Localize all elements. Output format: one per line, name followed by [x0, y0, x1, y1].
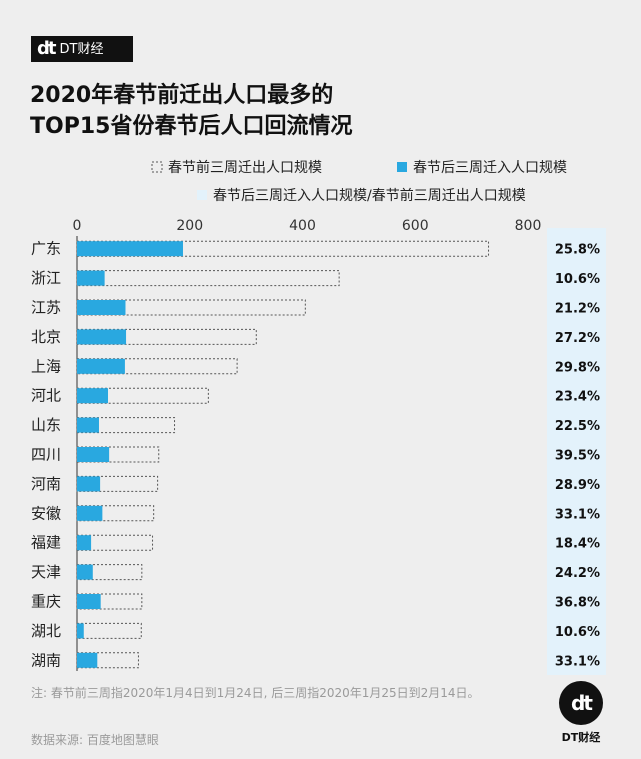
brand-badge-name: DT财经 — [561, 731, 601, 744]
bar-before — [76, 358, 238, 375]
legend-label-ratio: 春节后三周迁入人口规模/春节前三周迁出人口规模 — [213, 187, 526, 204]
chart-title: 2020年春节前迁出人口最多的 TOP15省份春节后人口回流情况 — [30, 80, 352, 142]
ratio-label: 33.1% — [555, 654, 600, 669]
footnote: 注: 春节前三周指2020年1月4日到1月24日, 后三周指2020年1月25日… — [31, 686, 480, 700]
bar-after — [77, 623, 84, 639]
ratio-label: 10.6% — [555, 625, 600, 640]
bar-after — [77, 329, 127, 345]
category-label: 江苏 — [31, 299, 61, 317]
category-label: 浙江 — [31, 269, 61, 287]
bar-after — [77, 358, 125, 374]
ratio-label: 22.5% — [555, 419, 600, 434]
x-tick-label: 200 — [176, 218, 203, 234]
category-label: 天津 — [31, 563, 61, 581]
bar-after — [77, 564, 93, 580]
bar-after — [77, 417, 99, 433]
bar-after — [77, 505, 103, 521]
category-label: 河北 — [31, 387, 61, 405]
bar-after — [77, 447, 110, 462]
ratio-label: 27.2% — [555, 331, 600, 346]
ratio-label: 10.6% — [555, 272, 600, 287]
ratio-label: 33.1% — [555, 507, 600, 522]
category-label: 河南 — [31, 475, 61, 493]
category-label: 湖南 — [31, 651, 61, 669]
legend-label-before: 春节前三周迁出人口规模 — [168, 159, 322, 176]
bar-after — [77, 535, 92, 551]
bar-before — [76, 299, 306, 316]
data-source: 数据来源: 百度地图慧眼 — [31, 733, 159, 747]
bar-after — [77, 270, 105, 286]
ratio-column-bg — [547, 228, 606, 675]
legend-swatch-after — [397, 162, 407, 172]
bar-before — [76, 622, 142, 639]
category-label: 重庆 — [31, 593, 61, 611]
ratio-label: 29.8% — [555, 360, 600, 375]
bar-before — [76, 475, 159, 492]
category-label: 广东 — [31, 240, 61, 258]
x-tick-label: 600 — [402, 218, 429, 234]
bar-after — [77, 652, 98, 668]
category-label: 山东 — [31, 416, 61, 434]
bar-after — [77, 594, 101, 609]
category-label: 上海 — [31, 357, 61, 375]
bar-before — [76, 505, 155, 522]
bar-chart: 春节前三周迁出人口规模 春节后三周迁入人口规模春节后三周迁入人口规模/春节前三周迁… — [31, 159, 606, 675]
category-label: 福建 — [31, 534, 61, 552]
legend-swatch-ratio — [197, 190, 207, 200]
title-line-1: 2020年春节前迁出人口最多的 — [30, 83, 334, 108]
legend-swatch-before — [151, 161, 163, 173]
ratio-label: 21.2% — [555, 302, 600, 317]
brand-badge-icon: dt — [559, 681, 603, 725]
brand-name: DT财经 — [59, 41, 104, 57]
x-tick-label: 400 — [289, 218, 316, 234]
ratio-label: 36.8% — [555, 596, 600, 611]
ratio-label: 24.2% — [555, 566, 600, 581]
brand-logo: dt DT财经 — [31, 36, 133, 62]
x-tick-label: 800 — [515, 218, 542, 234]
ratio-label: 39.5% — [555, 449, 600, 464]
category-label: 湖北 — [31, 622, 61, 640]
ratio-label: 18.4% — [555, 537, 600, 552]
category-label: 四川 — [31, 446, 61, 464]
legend-label-after: 春节后三周迁入人口规模 — [413, 160, 567, 176]
bar-after — [77, 476, 101, 492]
category-label: 北京 — [31, 328, 61, 346]
bar-after — [77, 388, 109, 404]
bar-before — [76, 270, 340, 287]
bar-after — [77, 300, 126, 315]
title-line-2: TOP15省份春节后人口回流情况 — [30, 114, 353, 139]
category-label: 安徽 — [31, 504, 61, 522]
brand-badge: dt DT财经 — [554, 681, 608, 745]
x-tick-label: 0 — [73, 218, 82, 234]
bar-after — [77, 241, 183, 257]
ratio-label: 28.9% — [555, 478, 600, 493]
brand-mark: dt — [37, 38, 56, 59]
ratio-label: 23.4% — [555, 390, 600, 405]
ratio-label: 25.8% — [555, 243, 600, 258]
